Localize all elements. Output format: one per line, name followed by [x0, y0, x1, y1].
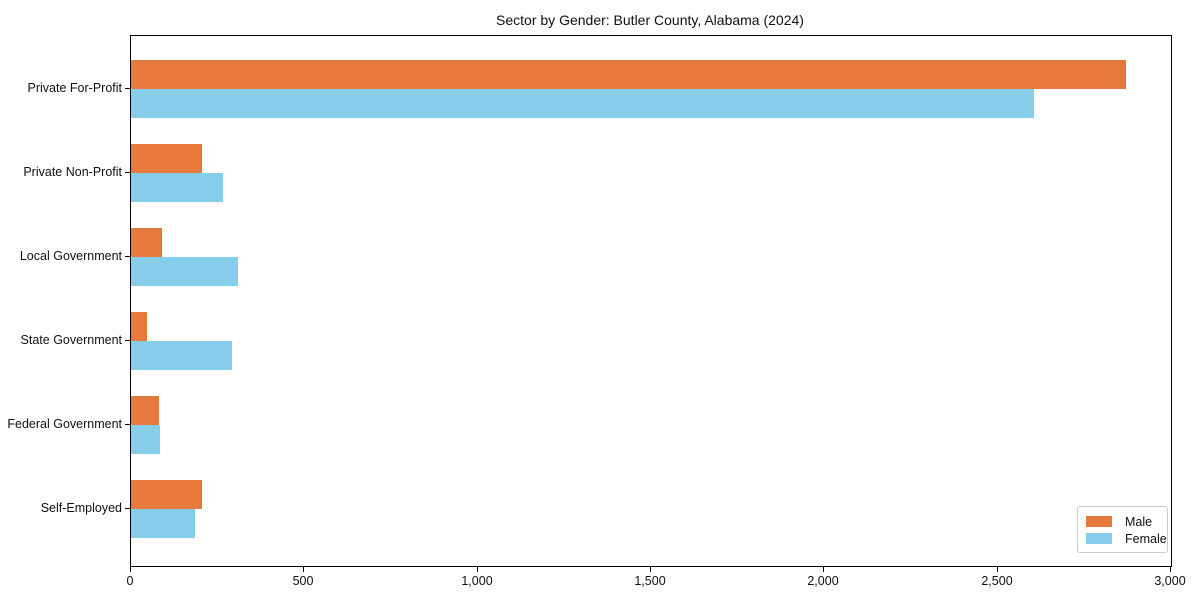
- bar-male-private-for-profit: [131, 60, 1126, 89]
- legend-label: Female: [1125, 531, 1167, 546]
- x-tick-label: 500: [292, 574, 314, 588]
- legend-item-female: Female: [1086, 531, 1167, 546]
- x-tick-mark: [1170, 567, 1171, 572]
- legend-swatch-female: [1086, 533, 1112, 544]
- x-tick-label: 2,500: [981, 574, 1013, 588]
- legend-label: Male: [1125, 514, 1153, 529]
- y-category-label: Local Government: [19, 249, 122, 263]
- x-tick-mark: [477, 567, 478, 572]
- x-tick-mark: [303, 567, 304, 572]
- bar-male-local-government: [131, 228, 162, 257]
- x-tick-mark: [130, 567, 131, 572]
- legend-swatch-male: [1086, 516, 1112, 527]
- x-tick-label: 1,000: [461, 574, 493, 588]
- y-tick-mark: [125, 340, 130, 341]
- bar-male-private-non-profit: [131, 144, 202, 173]
- y-tick-mark: [125, 172, 130, 173]
- chart-title: Sector by Gender: Butler County, Alabama…: [496, 12, 804, 28]
- bar-male-federal-government: [131, 396, 159, 425]
- y-tick-mark: [125, 424, 130, 425]
- y-category-label: Private Non-Profit: [23, 165, 122, 179]
- x-tick-label: 0: [126, 574, 134, 588]
- y-tick-mark: [125, 508, 130, 509]
- x-tick-mark: [997, 567, 998, 572]
- bar-female-private-non-profit: [131, 173, 223, 202]
- bar-female-state-government: [131, 341, 232, 370]
- x-tick-mark: [823, 567, 824, 572]
- y-tick-mark: [125, 88, 130, 89]
- y-category-label: State Government: [20, 333, 122, 347]
- y-category-label: Self-Employed: [40, 501, 122, 515]
- y-category-label: Private For-Profit: [27, 81, 122, 95]
- bar-male-self-employed: [131, 480, 202, 509]
- legend: Male Female: [1077, 506, 1168, 553]
- bar-female-private-for-profit: [131, 89, 1034, 118]
- bar-female-local-government: [131, 257, 238, 286]
- x-tick-label: 2,000: [807, 574, 839, 588]
- y-tick-mark: [125, 256, 130, 257]
- bar-female-self-employed: [131, 509, 195, 538]
- legend-item-male: Male: [1086, 514, 1159, 529]
- plot-area: [130, 35, 1172, 567]
- x-tick-label: 3,000: [1154, 574, 1186, 588]
- y-category-label: Federal Government: [7, 417, 122, 431]
- x-tick-label: 1,500: [634, 574, 666, 588]
- x-tick-mark: [650, 567, 651, 572]
- bar-female-federal-government: [131, 425, 160, 454]
- bar-male-state-government: [131, 312, 147, 341]
